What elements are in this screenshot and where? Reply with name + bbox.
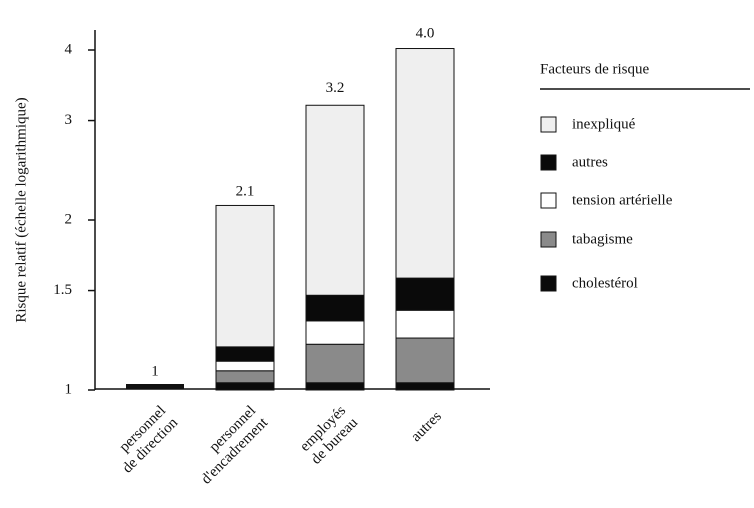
bar-segment bbox=[126, 384, 184, 389]
bar-segment bbox=[395, 337, 455, 384]
legend-label: autres bbox=[572, 154, 608, 170]
legend-label: cholestérol bbox=[572, 275, 638, 291]
total-label: 4.0 bbox=[416, 25, 435, 41]
total-label: 1 bbox=[151, 363, 159, 379]
y-tick-label: 1 bbox=[65, 381, 73, 397]
bar-segment bbox=[215, 382, 275, 391]
bar-segment bbox=[305, 382, 365, 391]
legend-title: Facteurs de risque bbox=[540, 61, 649, 77]
x-tick-label: employésde bureau bbox=[297, 403, 362, 468]
bar-segment bbox=[395, 48, 455, 279]
bar-segment bbox=[305, 294, 365, 322]
legend-label: inexpliqué bbox=[572, 116, 636, 132]
bar-segment bbox=[305, 343, 365, 384]
legend-swatch bbox=[540, 231, 557, 248]
y-tick-label: 1.5 bbox=[53, 282, 72, 298]
bar-segment bbox=[395, 277, 455, 311]
bar-segment bbox=[215, 346, 275, 362]
legend-swatch bbox=[540, 154, 557, 171]
y-axis-label: Risque relatif (échelle logarithmique) bbox=[13, 97, 29, 322]
bar-segment bbox=[395, 309, 455, 339]
bar-segment bbox=[305, 104, 365, 296]
total-label: 2.1 bbox=[236, 183, 255, 199]
x-tick-label: autres bbox=[408, 409, 445, 446]
legend-swatch bbox=[540, 192, 557, 209]
y-tick-label: 2 bbox=[65, 211, 73, 227]
y-tick-label: 4 bbox=[65, 41, 73, 57]
legend-label: tabagisme bbox=[572, 231, 633, 247]
x-tick-label: personneld'encadrement bbox=[187, 403, 272, 488]
legend-swatch bbox=[540, 116, 557, 133]
y-tick-label: 3 bbox=[65, 112, 73, 128]
x-tick-label-line: autres bbox=[408, 409, 445, 446]
bar-segment bbox=[395, 382, 455, 391]
legend-label: tension artérielle bbox=[572, 192, 673, 208]
total-label: 3.2 bbox=[326, 80, 345, 96]
bar-segment bbox=[305, 320, 365, 345]
bar-segment bbox=[215, 370, 275, 384]
x-tick-label: personnelde direction bbox=[108, 403, 182, 477]
bar-segment bbox=[215, 360, 275, 372]
bar-segment bbox=[215, 204, 275, 348]
legend-swatch bbox=[540, 275, 557, 292]
